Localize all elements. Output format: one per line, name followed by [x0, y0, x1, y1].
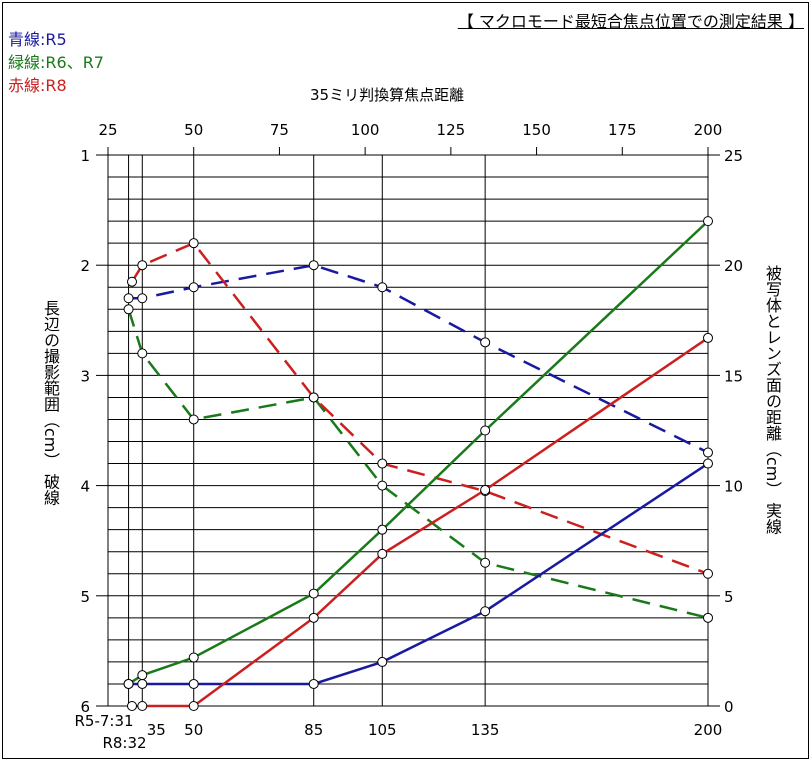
data-point	[308, 260, 319, 271]
data-point	[703, 447, 713, 458]
data-point	[188, 414, 199, 425]
x-bottom-tick-label: 135	[471, 721, 500, 739]
series-line-dashed	[128, 263, 709, 454]
series-line-solid	[127, 220, 709, 686]
x-top-tick-label: 50	[184, 121, 203, 139]
data-point	[703, 216, 713, 227]
data-point	[480, 337, 491, 348]
data-point	[703, 612, 713, 623]
y-right-tick-label: 10	[724, 478, 743, 496]
data-point	[137, 348, 148, 359]
y-right-tick-label: 5	[724, 588, 734, 606]
data-point	[123, 678, 134, 689]
data-point	[377, 282, 388, 293]
x-top-tick-label: 100	[351, 121, 380, 139]
data-point	[377, 548, 388, 559]
data-point	[137, 678, 148, 689]
y-left-tick-label: 4	[80, 478, 90, 496]
x-top-tick-label: 25	[98, 121, 117, 139]
data-point	[377, 480, 388, 491]
series-line-dashed	[130, 241, 709, 575]
x-top-tick-label: 150	[522, 121, 551, 139]
y-left-axis-label: 長辺の撮影範囲（cm） 破線	[41, 300, 60, 506]
data-point	[188, 282, 199, 293]
data-point	[137, 701, 148, 711]
data-point	[308, 392, 319, 403]
data-point	[137, 670, 148, 681]
x-bottom-tick-label: 105	[368, 721, 397, 739]
data-point	[480, 425, 491, 436]
y-left-tick-label: 3	[80, 367, 90, 385]
x-bottom-tick-label: R8:32	[102, 734, 146, 752]
data-point	[137, 260, 148, 271]
y-left-tick-label: 2	[80, 257, 90, 275]
x-bottom-tick-label: 200	[694, 721, 723, 739]
x-top-tick-label: 125	[437, 121, 466, 139]
data-point	[377, 656, 388, 667]
x-bottom-tick-label: R5-7:31	[75, 712, 134, 730]
x-bottom-tick-label: 35	[147, 721, 166, 739]
data-point	[480, 606, 491, 617]
data-point	[123, 293, 134, 304]
data-point	[308, 678, 319, 689]
data-point	[127, 701, 137, 711]
data-point	[137, 293, 148, 304]
data-point	[480, 557, 491, 568]
data-point	[123, 304, 134, 315]
x-bottom-tick-label: 85	[304, 721, 323, 739]
y-right-tick-label: 20	[724, 257, 743, 275]
data-point	[703, 458, 713, 469]
x-top-tick-label: 200	[694, 121, 723, 139]
data-point	[308, 612, 319, 623]
data-point	[703, 332, 713, 343]
y-right-tick-label: 0	[724, 698, 734, 716]
data-point	[188, 701, 199, 711]
y-right-tick-label: 15	[724, 367, 743, 385]
legend-r6-r7: 緑線:R6、R7	[8, 53, 104, 72]
data-point	[188, 678, 199, 689]
y-left-tick-label: 6	[80, 698, 90, 716]
legend-r5: 青線:R5	[8, 30, 67, 49]
y-left-tick-label: 5	[80, 588, 90, 606]
y-right-tick-label: 25	[724, 147, 743, 165]
data-point	[377, 524, 388, 535]
chart-title: 【 マクロモード最短合焦点位置での測定結果 】	[457, 12, 804, 31]
data-point	[127, 276, 137, 287]
y-right-axis-label: 被写体とレンズ面の距離（cm） 実線	[763, 265, 782, 535]
data-point	[308, 588, 319, 599]
data-point	[188, 238, 199, 249]
data-point	[703, 568, 713, 579]
x-axis-label: 35ミリ判換算焦点距離	[310, 86, 465, 104]
y-left-tick-label: 1	[80, 147, 90, 165]
x-top-tick-label: 75	[270, 121, 289, 139]
x-bottom-tick-label: 50	[184, 721, 203, 739]
legend-r8: 赤線:R8	[8, 76, 67, 95]
data-point	[188, 652, 199, 663]
data-point	[377, 458, 388, 469]
data-point	[480, 485, 491, 496]
x-top-tick-label: 175	[608, 121, 637, 139]
